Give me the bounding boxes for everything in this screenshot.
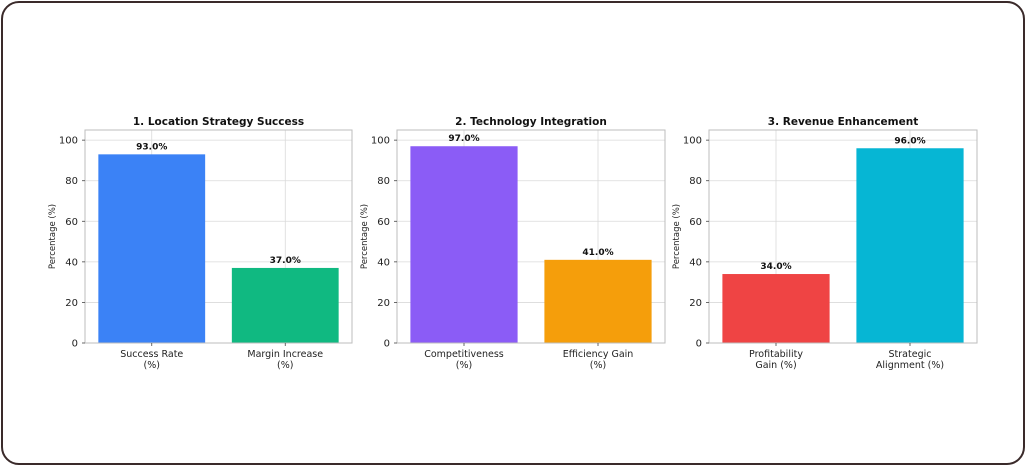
y-tick-label: 0 [384,339,390,350]
bar-value-label: 41.0% [582,248,613,258]
y-tick-label: 40 [65,257,78,268]
bar-value-label: 97.0% [448,134,479,144]
y-tick-label: 0 [696,339,702,350]
x-tick-label: Efficiency Gain (%) [563,349,634,371]
y-tick-label: 80 [65,176,78,187]
bar [231,267,339,343]
y-tick-label: 20 [377,298,390,309]
bar [544,259,652,343]
x-tick-label: Profitability Gain (%) [749,349,803,371]
bar-value-label: 96.0% [894,136,925,146]
x-tick-label-line: Competitiveness [424,349,504,360]
plot-border [84,129,353,344]
y-tick-label: 80 [689,176,702,187]
y-axis-label: Percentage (%) [360,204,370,269]
x-tick-label-line: (%) [456,360,472,371]
x-tick-label-line: Gain (%) [755,360,796,371]
y-tick-label: 0 [72,339,78,350]
bar [98,154,206,343]
bar-value-label: 34.0% [760,262,791,272]
bar-value-label: 93.0% [136,142,167,152]
plot-border [708,129,978,344]
bar-value-label: 37.0% [270,256,301,266]
chart-3: 34.0% 96.0% 0 20 40 60 80 100 Profitability Gain … [672,116,978,371]
bar [722,274,830,343]
y-axis-label: Percentage (%) [48,204,58,269]
x-tick-label: Margin Increase (%) [247,349,323,371]
y-tick-label: 60 [65,217,78,228]
y-tick-label: 20 [689,298,702,309]
y-tick-label: 20 [65,298,78,309]
x-tick-label-line: (%) [590,360,606,371]
x-tick-label-line: (%) [144,360,160,371]
bar [856,148,964,343]
x-tick-label-line: Alignment (%) [876,360,944,371]
x-tick-label-line: Strategic [889,349,932,360]
y-tick-label: 100 [59,136,78,147]
y-tick-label: 40 [377,257,390,268]
chart-title: 1. Location Strategy Success [133,116,304,128]
chart-title: 3. Revenue Enhancement [768,116,918,128]
y-tick-label: 40 [689,257,702,268]
y-tick-label: 80 [377,176,390,187]
x-tick-label: Strategic Alignment (%) [876,349,944,371]
bar [410,146,518,343]
chart-title: 2. Technology Integration [455,116,607,128]
x-tick-label: Success Rate (%) [120,349,183,371]
y-tick-label: 60 [689,217,702,228]
y-tick-label: 100 [371,136,390,147]
x-tick-label-line: Success Rate [120,349,183,360]
x-tick-label-line: Profitability [749,349,803,360]
y-tick-label: 60 [377,217,390,228]
x-tick-label-line: Efficiency Gain [563,349,634,360]
x-tick-label-line: (%) [277,360,293,371]
plot-border [396,129,666,344]
x-tick-label: Competitiveness (%) [424,349,504,371]
y-tick-label: 100 [683,136,702,147]
x-tick-label-line: Margin Increase [247,349,323,360]
y-axis-label: Percentage (%) [672,204,682,269]
